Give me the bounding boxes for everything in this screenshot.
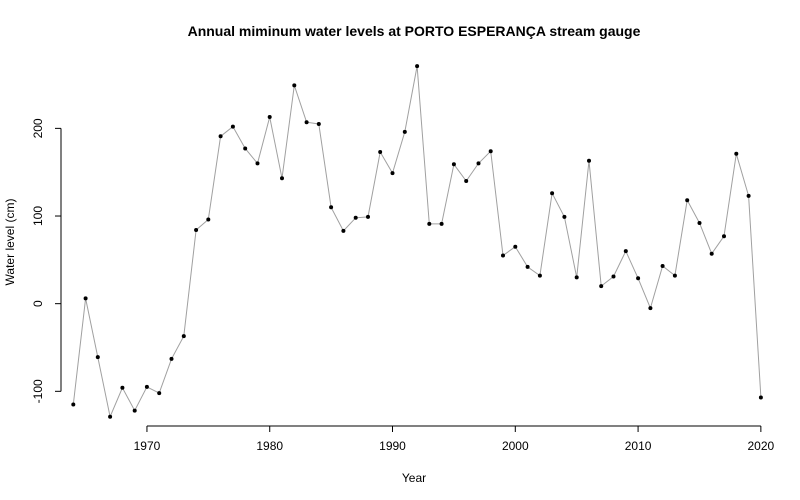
data-point [83, 296, 88, 301]
data-point [439, 221, 444, 226]
data-point [329, 205, 334, 210]
data-point [476, 161, 481, 166]
data-point [451, 162, 456, 167]
y-axis: -100 0 100 200 [31, 118, 62, 403]
data-point [206, 217, 211, 222]
data-point [488, 149, 493, 154]
data-point [157, 391, 162, 396]
data-point [341, 228, 346, 233]
data-point [120, 385, 125, 390]
data-point [685, 198, 690, 203]
data-point [636, 276, 641, 281]
data-point [722, 234, 726, 239]
data-point [501, 253, 505, 258]
plot-area [71, 64, 763, 419]
data-point [562, 214, 567, 219]
data-point [366, 214, 370, 219]
chart-title: Annual miminum water levels at PORTO ESP… [188, 23, 641, 39]
data-point [537, 273, 542, 278]
x-tick-label: 2020 [748, 439, 775, 453]
data-point [292, 83, 297, 88]
x-tick-label: 2010 [625, 439, 652, 453]
data-point [169, 356, 174, 361]
data-point [181, 334, 186, 339]
data-point [108, 414, 113, 419]
data-point [587, 158, 591, 163]
data-point [255, 161, 260, 166]
data-point [427, 221, 432, 226]
series-line [72, 66, 762, 419]
data-point [525, 264, 530, 269]
data-point [218, 134, 223, 139]
data-point [709, 251, 714, 256]
data-point [194, 228, 199, 232]
data-point [144, 384, 149, 389]
data-point [697, 221, 702, 225]
data-point [230, 124, 235, 129]
data-point [574, 275, 579, 280]
x-axis-label: Year [402, 471, 426, 485]
data-point [243, 146, 248, 151]
data-point [734, 151, 739, 156]
y-axis-label: Water level (cm) [3, 199, 17, 286]
x-tick-label: 1980 [256, 439, 283, 453]
data-point [660, 264, 665, 268]
data-point [378, 150, 383, 154]
data-point [316, 122, 321, 126]
x-axis: 1970 1980 1990 2000 2010 2020 [134, 425, 775, 453]
data-point [758, 395, 763, 400]
data-point [415, 64, 420, 69]
data-point [132, 408, 137, 413]
data-point [390, 171, 395, 176]
data-point [267, 115, 272, 119]
data-point [611, 274, 616, 279]
data-point [71, 402, 76, 407]
data-point [280, 176, 284, 181]
data-point [599, 284, 604, 289]
data-point [464, 179, 469, 183]
x-tick-label: 2000 [502, 439, 529, 453]
data-point [95, 355, 100, 360]
data-point [672, 273, 677, 278]
y-tick-label: 100 [31, 206, 45, 226]
x-tick-label: 1970 [134, 439, 161, 453]
data-point [746, 193, 751, 198]
data-point [353, 215, 358, 220]
data-point [550, 191, 555, 196]
y-tick-label: 0 [31, 300, 45, 307]
data-point [304, 120, 309, 125]
y-tick-label: -100 [31, 379, 45, 403]
data-point [623, 249, 628, 254]
data-point [402, 129, 407, 134]
x-tick-label: 1990 [379, 439, 406, 453]
data-point [648, 306, 653, 311]
data-point [513, 244, 518, 249]
y-tick-label: 200 [31, 118, 45, 138]
